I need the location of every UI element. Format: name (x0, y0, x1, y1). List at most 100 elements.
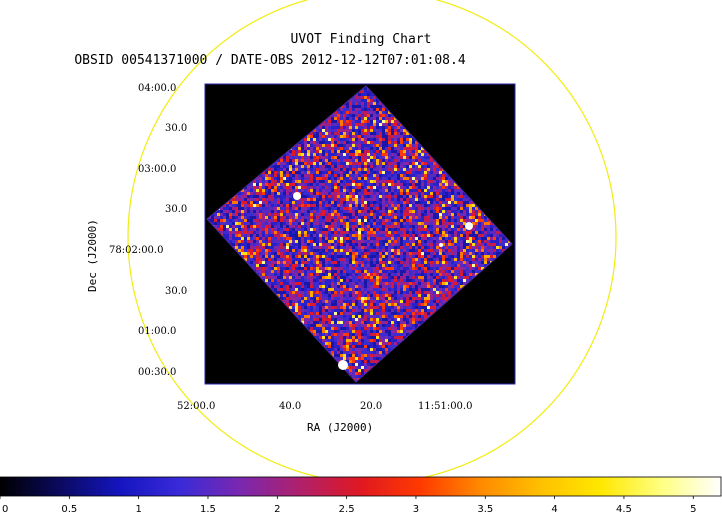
noise-pixel (394, 180, 397, 183)
noise-pixel (367, 192, 370, 195)
noise-pixel (433, 219, 436, 222)
noise-pixel (292, 189, 295, 192)
noise-pixel (334, 168, 337, 171)
noise-pixel (403, 174, 406, 177)
noise-pixel (232, 204, 235, 207)
noise-pixel (289, 180, 292, 183)
noise-pixel (388, 225, 391, 228)
noise-pixel (325, 159, 328, 162)
noise-pixel (367, 159, 370, 162)
noise-pixel (427, 180, 430, 183)
noise-pixel (289, 198, 292, 201)
noise-pixel (421, 183, 424, 186)
noise-pixel (259, 213, 262, 216)
noise-pixel (388, 189, 391, 192)
noise-pixel (358, 201, 361, 204)
noise-pixel (394, 216, 397, 219)
noise-pixel (340, 186, 343, 189)
noise-pixel (232, 213, 235, 216)
noise-pixel (403, 132, 406, 135)
noise-pixel (442, 225, 445, 228)
noise-pixel (274, 219, 277, 222)
noise-pixel (337, 129, 340, 132)
noise-pixel (397, 198, 400, 201)
noise-pixel (400, 165, 403, 168)
noise-pixel (397, 126, 400, 129)
noise-pixel (394, 192, 397, 195)
noise-pixel (316, 222, 319, 225)
noise-pixel (451, 192, 454, 195)
noise-pixel (406, 216, 409, 219)
noise-pixel (349, 129, 352, 132)
noise-pixel (340, 168, 343, 171)
noise-pixel (397, 168, 400, 171)
noise-pixel (343, 225, 346, 228)
noise-pixel (409, 153, 412, 156)
noise-pixel (415, 207, 418, 210)
noise-pixel (424, 174, 427, 177)
noise-pixel (280, 213, 283, 216)
noise-pixel (304, 186, 307, 189)
noise-pixel (328, 141, 331, 144)
noise-pixel (373, 120, 376, 123)
noise-pixel (358, 126, 361, 129)
noise-pixel (334, 192, 337, 195)
noise-pixel (283, 192, 286, 195)
noise-pixel (409, 174, 412, 177)
noise-pixel (355, 105, 358, 108)
noise-pixel (331, 183, 334, 186)
noise-pixel (274, 189, 277, 192)
noise-pixel (304, 195, 307, 198)
noise-pixel (316, 201, 319, 204)
noise-pixel (451, 216, 454, 219)
noise-pixel (427, 186, 430, 189)
noise-pixel (247, 210, 250, 213)
noise-pixel (364, 201, 367, 204)
noise-pixel (337, 192, 340, 195)
noise-pixel (322, 150, 325, 153)
noise-pixel (346, 180, 349, 183)
noise-pixel (460, 195, 463, 198)
noise-pixel (304, 144, 307, 147)
noise-pixel (382, 201, 385, 204)
noise-pixel (385, 189, 388, 192)
noise-pixel (358, 162, 361, 165)
noise-pixel (265, 189, 268, 192)
noise-pixel (331, 114, 334, 117)
noise-pixel (301, 192, 304, 195)
noise-pixel (385, 168, 388, 171)
noise-pixel (388, 219, 391, 222)
noise-pixel (358, 171, 361, 174)
noise-pixel (472, 216, 475, 219)
noise-pixel (214, 225, 217, 228)
noise-pixel (397, 216, 400, 219)
noise-pixel (370, 150, 373, 153)
noise-pixel (454, 186, 457, 189)
noise-pixel (286, 216, 289, 219)
noise-pixel (346, 219, 349, 222)
noise-pixel (436, 216, 439, 219)
noise-pixel (370, 111, 373, 114)
noise-pixel (319, 150, 322, 153)
noise-pixel (256, 192, 259, 195)
noise-pixel (241, 201, 244, 204)
noise-pixel (244, 198, 247, 201)
noise-pixel (370, 180, 373, 183)
noise-pixel (298, 201, 301, 204)
noise-pixel (271, 180, 274, 183)
noise-pixel (268, 171, 271, 174)
noise-pixel (361, 219, 364, 222)
noise-pixel (430, 189, 433, 192)
noise-pixel (352, 156, 355, 159)
noise-pixel (358, 135, 361, 138)
noise-pixel (334, 147, 337, 150)
noise-pixel (325, 123, 328, 126)
noise-pixel (331, 213, 334, 216)
noise-pixel (343, 201, 346, 204)
noise-pixel (355, 114, 358, 117)
noise-pixel (322, 180, 325, 183)
noise-pixel (298, 174, 301, 177)
noise-pixel (364, 222, 367, 225)
noise-pixel (352, 225, 355, 228)
noise-pixel (316, 132, 319, 135)
